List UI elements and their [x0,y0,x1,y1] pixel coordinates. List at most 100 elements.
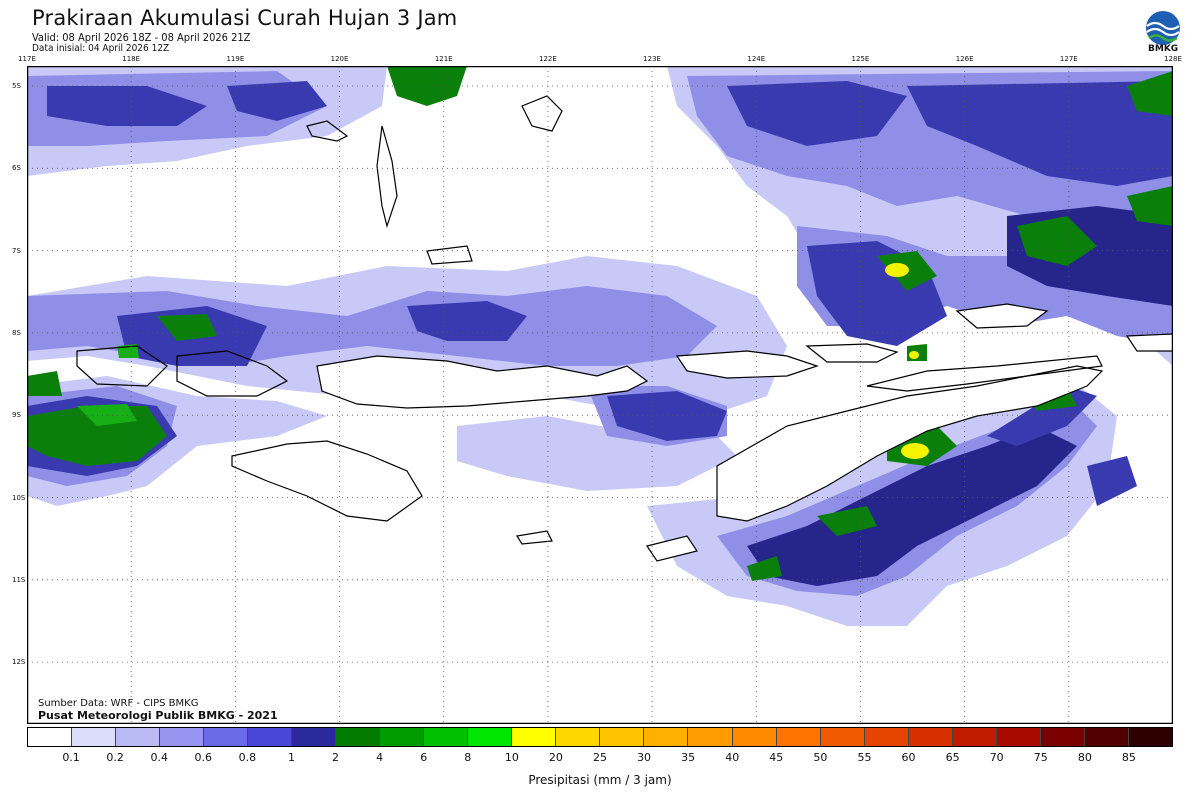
island-wetar [805,343,899,363]
legend-tick: 65 [945,751,960,764]
legend-tick: 0.2 [106,751,124,764]
island-sumba [231,440,423,522]
island-rote [646,535,698,562]
legend-tick: 6 [420,751,428,764]
legend-swatch [776,728,821,746]
lon-label: 121E [434,55,453,63]
bmkg-logo-icon [1146,11,1180,45]
legend-swatch [644,728,689,746]
legend-tick: 0.8 [238,751,257,764]
legend-tick: 40 [725,751,740,764]
island-timor [716,365,1104,522]
rain-field [27,66,1173,626]
legend-tick: 0.4 [150,751,168,764]
lat-label: 10S [12,493,26,502]
legend-swatch [908,728,953,746]
legend-tick: 35 [681,751,696,764]
legend-swatch [864,728,909,746]
lat-label: 11S [12,575,26,584]
valid-period: Valid: 08 April 2026 18Z - 08 April 2026… [32,31,251,44]
legend-swatch [116,728,161,746]
legend-tick: 75 [1033,751,1048,764]
legend-swatch [380,728,425,746]
legend-tick: 55 [857,751,872,764]
island-kalao [426,245,473,265]
lon-label: 128E [1164,55,1182,63]
legend-tick: 0.6 [194,751,213,764]
lat-label: 8S [12,328,21,337]
legend-swatch [292,728,337,746]
legend-swatch [688,728,733,746]
logo-label: BMKG [1148,44,1179,54]
lat-label: 5S [12,82,21,90]
island-tanimbar [1125,333,1173,352]
legend-swatch [1128,728,1172,746]
legend-tick: 70 [989,751,1004,764]
legend-swatch [424,728,469,746]
lon-label: 126E [955,55,974,63]
legend-swatch [468,728,513,746]
legend-swatch [556,728,601,746]
lat-label: 7S [12,246,21,255]
legend-tick: 60 [901,751,916,764]
legend-tick: 0.1 [62,751,80,764]
island-alor [675,350,819,379]
island-babar [955,303,1049,329]
legend-swatch [336,728,381,746]
island-flores [316,355,649,409]
legend-swatch [72,728,117,746]
legend-tick: 1 [287,751,295,764]
legend-swatch [820,728,865,746]
legend-swatch [248,728,293,746]
credits: Sumber Data: WRF - CIPS BMKG Pusat Meteo… [38,698,278,722]
lon-label: 127E [1059,55,1078,63]
island-sumbawa [176,350,289,397]
lat-label: 6S [12,164,21,173]
lon-label: 123E [643,55,661,63]
island-timor-north [866,355,1103,392]
legend-swatch [1084,728,1129,746]
lon-label: 119E [226,55,245,63]
island-savu [516,530,553,545]
legend-caption: Presipitasi (mm / 3 jam) [528,773,672,787]
legend-tick: 4 [376,751,384,764]
lat-label: 9S [12,411,21,420]
island-buton [521,95,563,132]
legend-colorbar [27,727,1173,747]
legend-swatch [952,728,997,746]
legend-tick: 50 [813,751,828,764]
legend-swatch [996,728,1041,746]
legend-swatch [732,728,777,746]
island-selayar [306,120,349,142]
legend-tick: 20 [548,751,563,764]
legend-tick: 45 [769,751,784,764]
lat-label: 12S [12,658,26,667]
org-credit: Pusat Meteorologi Publik BMKG - 2021 [38,709,278,722]
legend-tick: 30 [637,751,652,764]
legend-tick: 10 [504,751,519,764]
lon-label: 125E [851,55,870,63]
legend-swatch [28,728,73,746]
island-sulawesi-south [376,125,398,229]
legend-tick: 85 [1121,751,1136,764]
legend-swatch [204,728,249,746]
graticule [27,66,1173,724]
legend-tick: 25 [593,751,607,764]
lon-label: 117E [18,55,36,63]
coastlines [76,95,1173,562]
rain-max-north [885,263,909,277]
island-lombok [76,345,168,387]
lon-label: 122E [539,55,557,63]
rain-max-south [901,443,929,459]
lon-label: 120E [330,55,349,63]
lon-label: 124E [747,55,766,63]
legend-tick: 80 [1077,751,1092,764]
legend-swatch [160,728,205,746]
lon-label: 118E [122,55,141,63]
legend-tick: 2 [332,751,340,764]
legend-swatch [1040,728,1085,746]
legend-swatch [512,728,557,746]
legend-tick: 8 [464,751,472,764]
source-credit: Sumber Data: WRF - CIPS BMKG [38,698,199,709]
initial-data: Data inisial: 04 April 2026 12Z [32,43,170,54]
